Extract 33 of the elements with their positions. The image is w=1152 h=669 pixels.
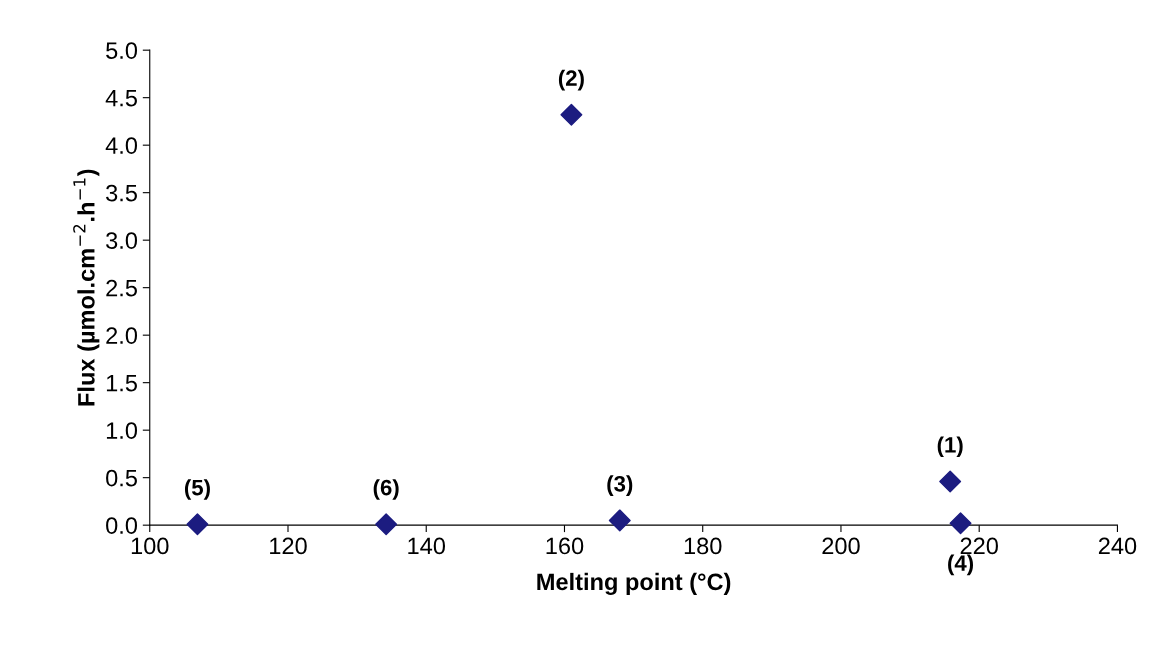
- annotation: (6): [373, 479, 399, 500]
- y-tick-label: 3.0: [106, 232, 138, 249]
- y-axis-title: Flux (µmol.cm$^{−2}$.h$^{−1}$): [73, 169, 100, 406]
- x-tick-label: 220: [960, 537, 998, 555]
- x-tick-label: 100: [131, 537, 169, 555]
- annotation: (2): [558, 69, 584, 91]
- point: [949, 512, 972, 535]
- x-tick-label: 120: [270, 537, 307, 555]
- point: [560, 103, 583, 126]
- annotation: (3): [607, 475, 633, 497]
- y-tick-label: 0.5: [106, 469, 137, 487]
- y-tick-label: 2.5: [106, 279, 137, 297]
- x-tick-label: 140: [408, 537, 446, 555]
- annotation: (4): [948, 554, 974, 576]
- x-axis-title: Melting point (°C): [537, 572, 731, 595]
- y-tick-label: 1.5: [106, 374, 137, 392]
- x-tick-label: 180: [684, 537, 722, 555]
- y-tick-label: 0.0: [106, 517, 138, 534]
- point: [608, 509, 631, 532]
- y-tick-label: 2.0: [106, 327, 138, 344]
- point: [939, 470, 962, 493]
- annotation: (5): [184, 479, 210, 500]
- point: [375, 513, 398, 536]
- y-tick-label: 5.0: [106, 42, 138, 59]
- y-tick-label: 3.5: [106, 184, 137, 202]
- x-tick-label: 160: [546, 537, 584, 555]
- annotation: (1): [937, 436, 963, 458]
- y-tick-label: 1.0: [106, 422, 138, 439]
- x-tick-label: 240: [1098, 537, 1137, 555]
- y-tick-label: 4.5: [105, 89, 137, 107]
- point: [186, 513, 209, 536]
- x-tick-label: 200: [822, 537, 860, 555]
- y-tick-label: 4.0: [105, 137, 138, 154]
